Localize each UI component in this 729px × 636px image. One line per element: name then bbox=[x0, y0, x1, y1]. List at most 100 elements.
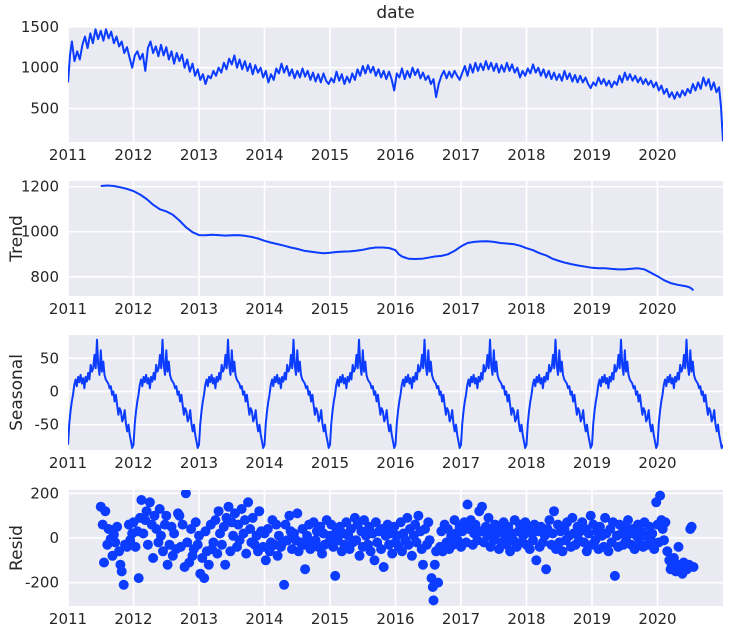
resid-point bbox=[387, 548, 398, 559]
resid-point bbox=[190, 517, 201, 528]
resid-point bbox=[659, 535, 669, 546]
resid-point bbox=[402, 512, 413, 523]
observed-x-tick-label: 2019 bbox=[573, 146, 611, 164]
resid-point bbox=[376, 544, 387, 555]
observed-x-tick-label: 2020 bbox=[638, 146, 676, 164]
resid-x-tick-label: 2016 bbox=[376, 610, 414, 628]
resid-point bbox=[136, 495, 147, 505]
observed-y-tick-label: 500 bbox=[30, 100, 59, 118]
resid-point bbox=[182, 537, 193, 548]
seasonal-y-tick-label: -50 bbox=[35, 416, 60, 434]
resid-point bbox=[282, 535, 293, 546]
resid-point bbox=[594, 521, 605, 532]
resid-point bbox=[247, 512, 258, 523]
resid-x-tick-label: 2019 bbox=[573, 610, 611, 628]
resid-point bbox=[583, 528, 594, 539]
resid-point bbox=[483, 512, 494, 523]
resid-point bbox=[424, 535, 435, 546]
resid-x-tick-label: 2020 bbox=[638, 610, 676, 628]
resid-point bbox=[100, 506, 111, 517]
resid-point bbox=[272, 550, 283, 561]
resid-point bbox=[279, 579, 290, 590]
resid-point bbox=[369, 555, 380, 566]
trend-panel: 2011 2012 2013 2014 2015 2016 2017 2018 2019 2020… bbox=[7, 178, 723, 318]
resid-point bbox=[114, 546, 125, 557]
resid-point bbox=[220, 559, 231, 570]
resid-point bbox=[271, 519, 282, 530]
resid-point bbox=[177, 519, 188, 530]
resid-point bbox=[418, 559, 428, 570]
seasonal-x-tick-label: 2015 bbox=[311, 454, 349, 472]
trend-x-tick-label: 2019 bbox=[573, 300, 611, 318]
resid-point bbox=[192, 539, 203, 550]
resid-point bbox=[254, 506, 265, 517]
resid-x-tick-label: 2014 bbox=[245, 610, 283, 628]
resid-point bbox=[154, 504, 165, 514]
resid-x-tick-label: 2013 bbox=[180, 610, 218, 628]
trend-series-line bbox=[100, 184, 695, 292]
resid-point bbox=[260, 555, 271, 566]
seasonal-y-tick-label: 0 bbox=[49, 383, 59, 401]
resid-point bbox=[544, 515, 555, 526]
resid-y-tick-label: 200 bbox=[30, 484, 59, 502]
resid-point bbox=[428, 595, 439, 606]
resid-point bbox=[110, 537, 121, 548]
seasonal-series-line bbox=[68, 338, 723, 449]
resid-point bbox=[239, 515, 250, 526]
resid-point bbox=[647, 528, 658, 539]
resid-point bbox=[462, 499, 473, 510]
resid-panel: 2011 2012 2013 2014 2015 2016 2017 2018 2019 2020… bbox=[7, 484, 723, 628]
observed-y-tick-label: 1500 bbox=[21, 18, 59, 36]
seasonal-x-tick-label: 2013 bbox=[180, 454, 218, 472]
resid-x-tick-label: 2018 bbox=[507, 610, 545, 628]
resid-x-tick-label: 2015 bbox=[311, 610, 349, 628]
resid-point bbox=[148, 553, 159, 563]
resid-point bbox=[208, 537, 219, 548]
seasonal-x-tick-label: 2016 bbox=[376, 454, 414, 472]
seasonal-x-tick-label: 2018 bbox=[507, 454, 545, 472]
observed-y-tick-label: 1000 bbox=[21, 59, 59, 77]
resid-point bbox=[330, 570, 341, 581]
resid-point bbox=[413, 510, 424, 521]
resid-point bbox=[317, 548, 328, 559]
observed-panel-title: date bbox=[376, 3, 414, 23]
observed-series-line bbox=[68, 28, 723, 142]
resid-point bbox=[99, 557, 109, 568]
resid-point bbox=[162, 559, 173, 570]
resid-point bbox=[216, 539, 227, 550]
resid-point bbox=[623, 515, 633, 526]
resid-point bbox=[236, 504, 247, 514]
resid-point bbox=[262, 524, 273, 534]
resid-point bbox=[660, 517, 671, 528]
resid-point bbox=[579, 537, 590, 548]
resid-point bbox=[203, 559, 214, 570]
seasonal-x-tick-label: 2020 bbox=[638, 454, 676, 472]
seasonal-x-tick-label: 2017 bbox=[442, 454, 480, 472]
trend-y-tick-label: 1200 bbox=[21, 178, 59, 196]
resid-point bbox=[655, 490, 666, 501]
trend-x-tick-label: 2014 bbox=[245, 300, 283, 318]
resid-point bbox=[112, 521, 123, 532]
resid-point bbox=[174, 510, 185, 521]
resid-point bbox=[378, 562, 389, 572]
resid-point bbox=[603, 546, 614, 557]
resid-point bbox=[354, 550, 365, 561]
trend-x-tick-label: 2011 bbox=[49, 300, 87, 318]
resid-y-tick-label: 0 bbox=[49, 529, 59, 547]
resid-point bbox=[433, 577, 444, 588]
seasonal-x-tick-label: 2012 bbox=[114, 454, 152, 472]
trend-x-tick-label: 2013 bbox=[180, 300, 218, 318]
observed-x-tick-label: 2018 bbox=[507, 146, 545, 164]
resid-point bbox=[218, 521, 229, 532]
resid-point bbox=[423, 517, 434, 528]
resid-point bbox=[199, 573, 210, 584]
resid-x-tick-label: 2012 bbox=[114, 610, 152, 628]
resid-point bbox=[245, 524, 256, 534]
observed-x-tick-label: 2012 bbox=[114, 146, 152, 164]
observed-x-tick-label: 2013 bbox=[180, 146, 218, 164]
resid-point bbox=[365, 546, 376, 557]
resid-point bbox=[223, 501, 234, 512]
resid-point bbox=[213, 506, 224, 517]
observed-x-tick-label: 2016 bbox=[376, 146, 414, 164]
